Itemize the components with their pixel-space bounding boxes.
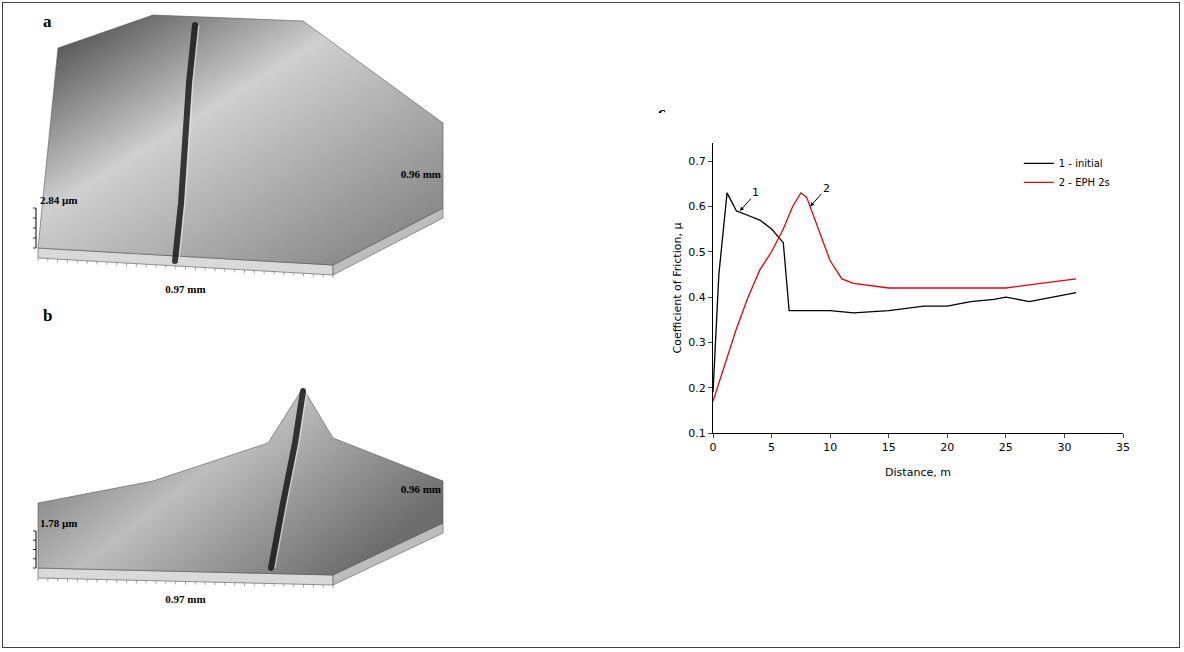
- svg-text:Distance, m: Distance, m: [885, 466, 951, 479]
- svg-text:0.2: 0.2: [688, 382, 706, 395]
- svg-text:b: b: [43, 306, 52, 325]
- svg-text:5: 5: [768, 441, 775, 454]
- svg-text:0.4: 0.4: [688, 291, 706, 304]
- svg-text:0.96 mm: 0.96 mm: [401, 168, 441, 180]
- svg-text:1: 1: [752, 186, 759, 199]
- svg-text:1 - initial: 1 - initial: [1059, 158, 1103, 169]
- svg-text:35: 35: [1116, 441, 1130, 454]
- svg-text:0.97 mm: 0.97 mm: [165, 283, 205, 295]
- svg-text:20: 20: [940, 441, 954, 454]
- svg-text:0.6: 0.6: [688, 200, 706, 213]
- svg-text:0.3: 0.3: [688, 336, 706, 349]
- svg-text:10: 10: [823, 441, 837, 454]
- svg-text:0.1: 0.1: [688, 427, 706, 440]
- svg-text:a: a: [43, 12, 52, 31]
- svg-text:0.97 mm: 0.97 mm: [165, 593, 205, 605]
- svg-text:0.5: 0.5: [688, 246, 706, 259]
- svg-text:1.78 µm: 1.78 µm: [40, 517, 78, 529]
- svg-text:0.96 mm: 0.96 mm: [401, 483, 441, 495]
- svg-text:0: 0: [710, 441, 717, 454]
- svg-text:0.7: 0.7: [688, 155, 706, 168]
- svg-text:15: 15: [882, 441, 896, 454]
- svg-text:2: 2: [823, 182, 830, 195]
- svg-text:25: 25: [999, 441, 1013, 454]
- svg-text:2 - EPH 2s: 2 - EPH 2s: [1059, 177, 1110, 188]
- svg-text:2.84 µm: 2.84 µm: [40, 194, 78, 206]
- svg-text:Coefficient of Friction, µ: Coefficient of Friction, µ: [671, 223, 684, 354]
- svg-text:30: 30: [1057, 441, 1071, 454]
- html-text:c: c: [658, 103, 666, 122]
